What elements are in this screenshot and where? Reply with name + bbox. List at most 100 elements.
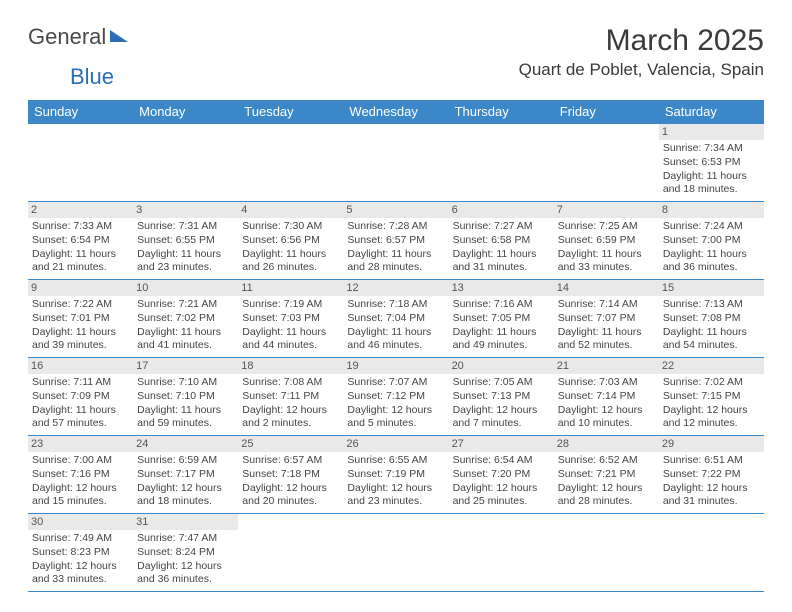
calendar-day-cell: 3Sunrise: 7:31 AMSunset: 6:55 PMDaylight… bbox=[133, 202, 238, 280]
daylight-line-1: Daylight: 12 hours bbox=[242, 482, 339, 496]
logo: General bbox=[28, 24, 130, 50]
calendar-day-cell: 24Sunrise: 6:59 AMSunset: 7:17 PMDayligh… bbox=[133, 436, 238, 514]
daylight-line-1: Daylight: 12 hours bbox=[32, 482, 129, 496]
sunset-line: Sunset: 6:53 PM bbox=[663, 156, 760, 170]
sunrise-line: Sunrise: 7:03 AM bbox=[558, 376, 655, 390]
calendar-day-cell: 29Sunrise: 6:51 AMSunset: 7:22 PMDayligh… bbox=[659, 436, 764, 514]
sunset-line: Sunset: 7:16 PM bbox=[32, 468, 129, 482]
daylight-line-1: Daylight: 12 hours bbox=[137, 482, 234, 496]
calendar-day-cell: 31Sunrise: 7:47 AMSunset: 8:24 PMDayligh… bbox=[133, 514, 238, 592]
daylight-line-1: Daylight: 11 hours bbox=[663, 326, 760, 340]
daylight-line-2: and 36 minutes. bbox=[663, 261, 760, 275]
calendar-table: SundayMondayTuesdayWednesdayThursdayFrid… bbox=[28, 100, 764, 592]
day-number: 23 bbox=[28, 436, 133, 452]
daylight-line-2: and 15 minutes. bbox=[32, 495, 129, 509]
calendar-empty-cell bbox=[238, 124, 343, 202]
daylight-line-1: Daylight: 12 hours bbox=[242, 404, 339, 418]
day-number: 2 bbox=[28, 202, 133, 218]
calendar-day-cell: 26Sunrise: 6:55 AMSunset: 7:19 PMDayligh… bbox=[343, 436, 448, 514]
calendar-empty-cell bbox=[554, 124, 659, 202]
day-number: 29 bbox=[659, 436, 764, 452]
sunrise-line: Sunrise: 7:21 AM bbox=[137, 298, 234, 312]
calendar-empty-cell bbox=[554, 514, 659, 592]
daylight-line-1: Daylight: 11 hours bbox=[242, 326, 339, 340]
daylight-line-1: Daylight: 12 hours bbox=[663, 404, 760, 418]
sunrise-line: Sunrise: 7:30 AM bbox=[242, 220, 339, 234]
day-number: 15 bbox=[659, 280, 764, 296]
day-number: 28 bbox=[554, 436, 659, 452]
day-number: 11 bbox=[238, 280, 343, 296]
sunrise-line: Sunrise: 6:57 AM bbox=[242, 454, 339, 468]
day-number: 4 bbox=[238, 202, 343, 218]
sunset-line: Sunset: 6:54 PM bbox=[32, 234, 129, 248]
daylight-line-1: Daylight: 12 hours bbox=[453, 404, 550, 418]
sunset-line: Sunset: 7:19 PM bbox=[347, 468, 444, 482]
daylight-line-2: and 23 minutes. bbox=[347, 495, 444, 509]
calendar-row: 30Sunrise: 7:49 AMSunset: 8:23 PMDayligh… bbox=[28, 514, 764, 592]
calendar-day-cell: 1Sunrise: 7:34 AMSunset: 6:53 PMDaylight… bbox=[659, 124, 764, 202]
daylight-line-1: Daylight: 11 hours bbox=[347, 326, 444, 340]
sunrise-line: Sunrise: 7:14 AM bbox=[558, 298, 655, 312]
daylight-line-1: Daylight: 11 hours bbox=[663, 248, 760, 262]
sunset-line: Sunset: 7:21 PM bbox=[558, 468, 655, 482]
calendar-day-cell: 17Sunrise: 7:10 AMSunset: 7:10 PMDayligh… bbox=[133, 358, 238, 436]
weekday-header: Thursday bbox=[449, 100, 554, 124]
daylight-line-2: and 10 minutes. bbox=[558, 417, 655, 431]
calendar-day-cell: 21Sunrise: 7:03 AMSunset: 7:14 PMDayligh… bbox=[554, 358, 659, 436]
logo-text-1: General bbox=[28, 24, 106, 50]
day-number: 26 bbox=[343, 436, 448, 452]
day-number: 5 bbox=[343, 202, 448, 218]
daylight-line-2: and 59 minutes. bbox=[137, 417, 234, 431]
sunset-line: Sunset: 7:18 PM bbox=[242, 468, 339, 482]
daylight-line-2: and 33 minutes. bbox=[558, 261, 655, 275]
daylight-line-2: and 26 minutes. bbox=[242, 261, 339, 275]
day-number: 31 bbox=[133, 514, 238, 530]
day-number: 7 bbox=[554, 202, 659, 218]
calendar-day-cell: 2Sunrise: 7:33 AMSunset: 6:54 PMDaylight… bbox=[28, 202, 133, 280]
sunrise-line: Sunrise: 7:31 AM bbox=[137, 220, 234, 234]
logo-flag-icon bbox=[110, 30, 128, 42]
daylight-line-1: Daylight: 11 hours bbox=[558, 248, 655, 262]
daylight-line-2: and 49 minutes. bbox=[453, 339, 550, 353]
daylight-line-2: and 31 minutes. bbox=[453, 261, 550, 275]
calendar-row: 1Sunrise: 7:34 AMSunset: 6:53 PMDaylight… bbox=[28, 124, 764, 202]
daylight-line-1: Daylight: 11 hours bbox=[32, 404, 129, 418]
sunrise-line: Sunrise: 7:28 AM bbox=[347, 220, 444, 234]
calendar-empty-cell bbox=[343, 514, 448, 592]
day-number: 1 bbox=[659, 124, 764, 140]
daylight-line-2: and 23 minutes. bbox=[137, 261, 234, 275]
calendar-empty-cell bbox=[28, 124, 133, 202]
sunrise-line: Sunrise: 6:59 AM bbox=[137, 454, 234, 468]
calendar-empty-cell bbox=[133, 124, 238, 202]
location: Quart de Poblet, Valencia, Spain bbox=[519, 60, 764, 80]
calendar-day-cell: 4Sunrise: 7:30 AMSunset: 6:56 PMDaylight… bbox=[238, 202, 343, 280]
sunset-line: Sunset: 6:57 PM bbox=[347, 234, 444, 248]
sunset-line: Sunset: 7:03 PM bbox=[242, 312, 339, 326]
daylight-line-1: Daylight: 11 hours bbox=[663, 170, 760, 184]
sunset-line: Sunset: 7:22 PM bbox=[663, 468, 760, 482]
title-block: March 2025 Quart de Poblet, Valencia, Sp… bbox=[519, 24, 764, 80]
daylight-line-2: and 57 minutes. bbox=[32, 417, 129, 431]
daylight-line-2: and 20 minutes. bbox=[242, 495, 339, 509]
weekday-header: Friday bbox=[554, 100, 659, 124]
day-number: 21 bbox=[554, 358, 659, 374]
day-number: 22 bbox=[659, 358, 764, 374]
sunset-line: Sunset: 7:12 PM bbox=[347, 390, 444, 404]
daylight-line-1: Daylight: 12 hours bbox=[32, 560, 129, 574]
weekday-header: Wednesday bbox=[343, 100, 448, 124]
calendar-day-cell: 6Sunrise: 7:27 AMSunset: 6:58 PMDaylight… bbox=[449, 202, 554, 280]
day-number: 27 bbox=[449, 436, 554, 452]
sunrise-line: Sunrise: 7:27 AM bbox=[453, 220, 550, 234]
daylight-line-2: and 2 minutes. bbox=[242, 417, 339, 431]
daylight-line-2: and 31 minutes. bbox=[663, 495, 760, 509]
calendar-empty-cell bbox=[659, 514, 764, 592]
daylight-line-1: Daylight: 11 hours bbox=[558, 326, 655, 340]
weekday-header: Sunday bbox=[28, 100, 133, 124]
calendar-day-cell: 15 Sunrise: 7:13 AMSunset: 7:08 PMDayligh… bbox=[659, 280, 764, 358]
daylight-line-2: and 7 minutes. bbox=[453, 417, 550, 431]
calendar-empty-cell bbox=[449, 514, 554, 592]
sunset-line: Sunset: 7:08 PM bbox=[663, 312, 760, 326]
calendar-day-cell: 10Sunrise: 7:21 AMSunset: 7:02 PMDayligh… bbox=[133, 280, 238, 358]
sunrise-line: Sunrise: 7:13 AM bbox=[663, 298, 760, 312]
daylight-line-2: and 28 minutes. bbox=[558, 495, 655, 509]
